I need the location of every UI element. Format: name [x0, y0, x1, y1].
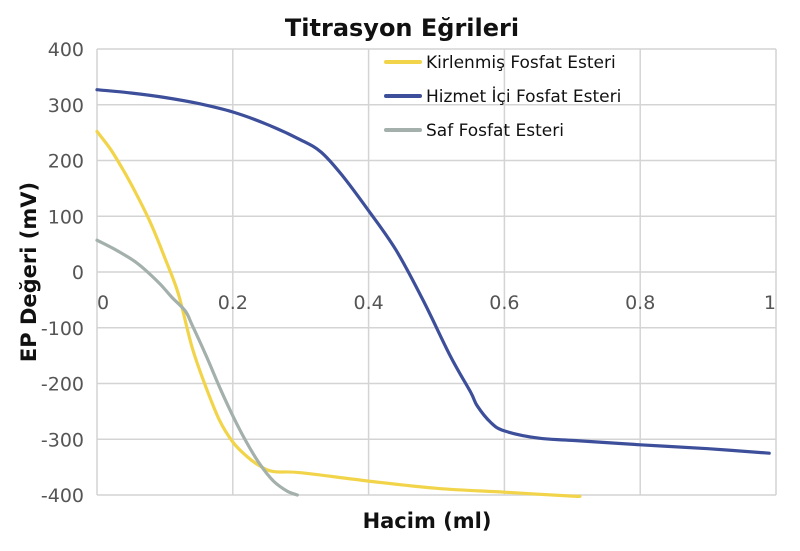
x-tick-label: 0.4	[353, 292, 383, 314]
x-tick-label: 0.2	[218, 292, 248, 314]
y-tick-label: -300	[41, 429, 84, 451]
x-tick-label: 1	[764, 292, 776, 314]
x-tick-label: 0	[97, 292, 109, 314]
chart-title: Titrasyon Eğrileri	[285, 14, 519, 42]
y-axis-label: EP Değeri (mV)	[17, 182, 41, 362]
y-tick-label: -200	[41, 374, 84, 396]
series-line-2	[95, 88, 771, 455]
y-tick-label: 400	[48, 39, 84, 61]
y-tick-label: 0	[72, 262, 84, 284]
y-tick-label: 200	[48, 151, 84, 173]
legend: Kirlenmiş Fosfat Esteri Hizmet İçi Fosfat…	[384, 53, 621, 141]
y-tick-label: 300	[48, 95, 84, 117]
series-line-1	[95, 129, 582, 499]
tick-labels: 400 300 200 100 0 -100 -200 -300 -400 0 0.2 0.4 0.6 0…	[41, 39, 776, 507]
series-lines	[95, 88, 771, 499]
x-tick-label: 0.6	[489, 292, 519, 314]
legend-label: Kirlenmiş Fosfat Esteri	[426, 53, 616, 73]
x-tick-label: 0.8	[625, 292, 655, 314]
y-tick-label: 100	[48, 206, 84, 228]
y-tick-label: -400	[41, 485, 84, 507]
series-line-3	[95, 238, 299, 497]
legend-label: Saf Fosfat Esteri	[426, 121, 564, 141]
x-axis-label: Hacim (ml)	[363, 509, 492, 533]
legend-label: Hizmet İçi Fosfat Esteri	[426, 86, 621, 107]
y-tick-label: -100	[41, 318, 84, 340]
grid-lines	[96, 48, 777, 496]
